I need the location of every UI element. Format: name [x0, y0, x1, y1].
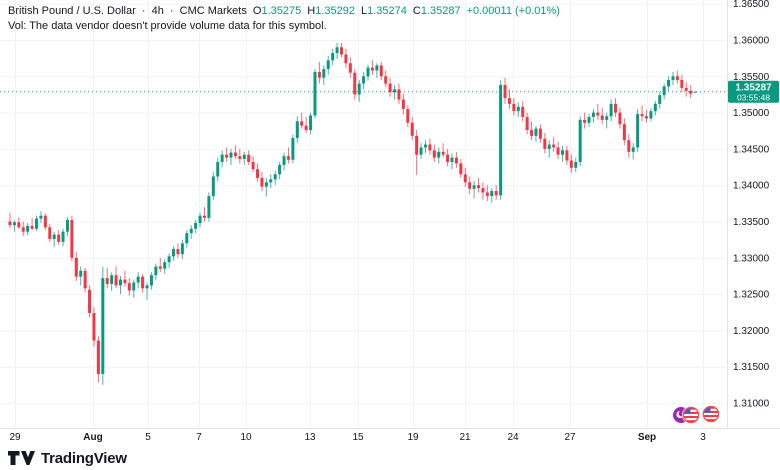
us-flag-event-icon[interactable]	[682, 406, 700, 424]
tradingview-logo-text: TradingView	[41, 450, 127, 467]
event-markers[interactable]	[670, 404, 722, 424]
open-value: 1.35275	[261, 5, 302, 17]
price-axis-label: 1.32000	[733, 326, 770, 337]
open-label: O	[252, 5, 262, 17]
legend-separator: ·	[169, 5, 174, 17]
badge-price: 1.35287	[735, 82, 772, 93]
close-value: 1.35287	[420, 5, 461, 17]
price-axis-label: 1.34500	[733, 144, 770, 155]
badge-countdown: 03:55:48	[737, 92, 770, 102]
exchange-label: CMC Markets	[179, 5, 247, 17]
price-axis-label: 1.35000	[733, 108, 770, 119]
high-label: H	[307, 5, 316, 17]
price-axis-label: 1.32500	[733, 290, 770, 301]
us-flag-event-icon[interactable]	[702, 405, 720, 423]
candlestick-series[interactable]	[8, 42, 697, 385]
volume-note: Vol: The data vendor doesn't provide vol…	[8, 20, 327, 32]
time-axis-label: 10	[240, 432, 252, 443]
tradingview-logo-icon	[8, 451, 35, 465]
symbol-title[interactable]: British Pound / U.S. Dollar	[8, 5, 136, 17]
time-axis[interactable]: 29 Aug 5 7 10 13 15 19 21 24 27 Sep 3	[9, 432, 706, 443]
time-axis-label: Aug	[83, 432, 102, 443]
time-axis-label: 3	[700, 432, 706, 443]
time-axis-label: 27	[564, 432, 576, 443]
low-value: 1.35274	[367, 5, 407, 17]
interval-label[interactable]: 4h	[151, 5, 164, 17]
chart-legend[interactable]: British Pound / U.S. Dollar · 4h · CMC M…	[8, 5, 563, 17]
price-axis-label: 1.35500	[733, 72, 770, 83]
change-value: +0.00011 (+0.01%)	[466, 5, 560, 17]
grid	[0, 0, 726, 428]
time-axis-label: 13	[304, 432, 316, 443]
tradingview-logo[interactable]: TradingView	[8, 450, 127, 467]
time-axis-label: 24	[507, 432, 519, 443]
price-axis-label: 1.33500	[733, 217, 770, 228]
time-axis-label: 5	[145, 432, 151, 443]
price-axis[interactable]: 1.36500 1.36000 1.35500 1.35000 1.34500 1.340…	[733, 0, 770, 410]
time-axis-label: Sep	[638, 432, 656, 443]
legend-separator: ·	[141, 5, 146, 17]
time-axis-label: 19	[407, 432, 419, 443]
price-axis-label: 1.33000	[733, 253, 770, 264]
time-axis-label: 29	[9, 432, 21, 443]
price-axis-label: 1.31000	[733, 399, 770, 410]
time-axis-label: 15	[352, 432, 364, 443]
price-axis-label: 1.36000	[733, 36, 770, 47]
price-axis-label: 1.34000	[733, 181, 770, 192]
time-axis-label: 7	[196, 432, 202, 443]
high-value: 1.35292	[315, 5, 355, 17]
close-label: C	[412, 5, 421, 17]
time-axis-label: 21	[459, 432, 471, 443]
low-label: L	[360, 5, 368, 17]
price-axis-label: 1.36500	[733, 0, 770, 10]
price-axis-label: 1.31500	[733, 362, 770, 373]
